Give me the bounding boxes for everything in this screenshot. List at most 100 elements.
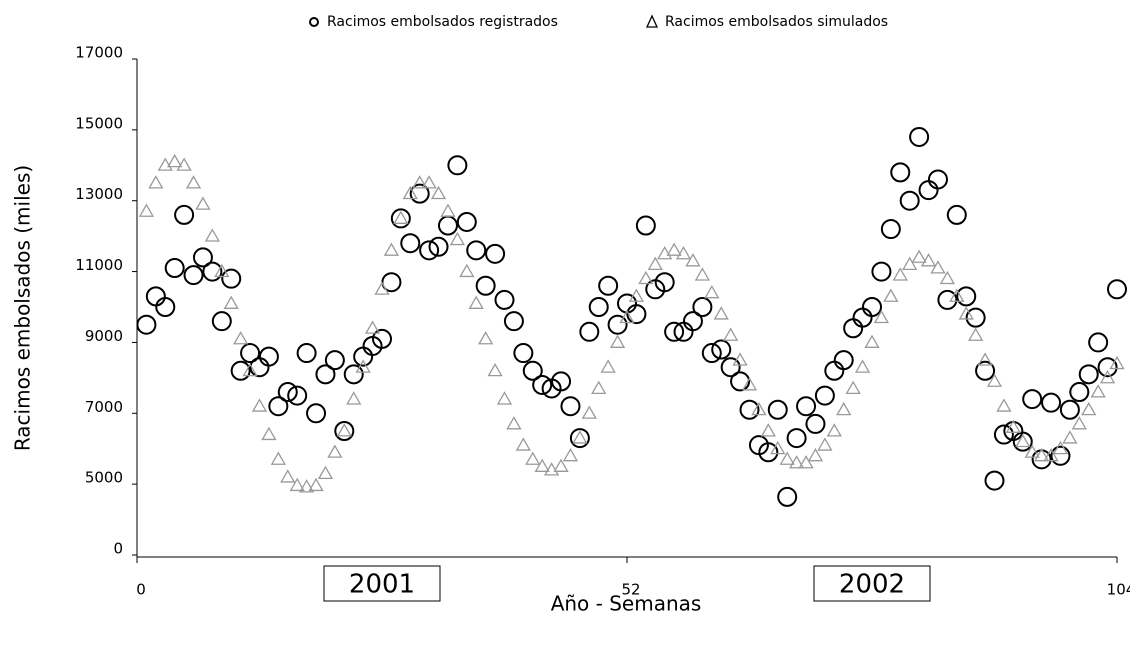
x-axis-label: Año - Semanas — [551, 592, 702, 616]
circle-point — [503, 311, 524, 332]
triangle-point — [694, 267, 711, 281]
triangle-point — [949, 288, 965, 302]
triangle-point — [449, 231, 466, 246]
circle-point — [1012, 431, 1033, 452]
triangle-point — [836, 401, 852, 416]
triangle-point — [666, 242, 682, 256]
x-tick-label: 104 — [1107, 581, 1130, 599]
circle-point — [447, 155, 468, 176]
triangle-point — [534, 458, 550, 472]
triangle-point — [525, 451, 541, 465]
triangle-point — [591, 380, 607, 395]
triangle-point — [883, 288, 899, 302]
triangle-point — [826, 423, 842, 437]
circle-point — [513, 343, 534, 364]
y-tick-label: 13000 — [75, 185, 123, 203]
triangle-point — [157, 157, 173, 171]
circle-point — [1059, 399, 1080, 420]
triangle-point — [487, 362, 503, 377]
circle-point — [240, 343, 261, 364]
triangle-point — [996, 398, 1012, 412]
y-tick-label: 0 — [113, 540, 123, 558]
triangle-point — [741, 377, 758, 391]
y-tick-label: 17000 — [75, 44, 123, 62]
triangle-point — [1071, 416, 1087, 430]
circle-point — [306, 403, 327, 424]
circle-point — [682, 311, 703, 332]
triangle-point — [657, 246, 673, 260]
triangle-point — [968, 327, 984, 341]
triangle-point — [581, 405, 597, 419]
triangle-point — [986, 373, 1003, 387]
triangle-point — [1024, 444, 1040, 458]
triangle-point — [751, 401, 767, 416]
circle-point — [494, 289, 515, 310]
circle-point — [343, 364, 364, 385]
circle-point — [381, 272, 402, 293]
x-tick-label: 0 — [136, 581, 146, 599]
triangle-point — [138, 203, 155, 217]
circle-point — [956, 286, 977, 307]
triangle-point — [619, 309, 635, 324]
circle-point — [984, 470, 1005, 491]
triangle-point — [298, 479, 315, 493]
circle-point — [1088, 332, 1109, 353]
triangle-point — [572, 430, 588, 444]
circle-point — [268, 396, 289, 417]
y-tick-label: 9000 — [85, 327, 123, 345]
triangle-point — [939, 270, 956, 285]
circle-point — [626, 304, 647, 325]
triangle-point — [195, 196, 211, 210]
triangle-point — [958, 306, 974, 320]
circle-point — [1041, 392, 1062, 413]
circle-point — [409, 183, 430, 204]
triangle-point — [327, 444, 343, 458]
triangle-point — [1081, 401, 1097, 416]
circle-point — [1069, 382, 1090, 403]
triangle-point — [873, 309, 890, 324]
triangle-point — [628, 288, 645, 302]
circle-point — [155, 297, 176, 317]
x-tick-label: 52 — [621, 581, 640, 599]
triangle-point — [346, 391, 362, 405]
triangle-point — [308, 477, 324, 492]
circle-point — [796, 396, 817, 417]
triangle-point — [1033, 447, 1050, 462]
y-axis-label: Racimos embolsados (miles) — [11, 165, 35, 451]
triangle-point — [845, 380, 861, 395]
circle-point — [607, 314, 628, 335]
circle-point — [372, 328, 392, 349]
annotation-box — [323, 565, 441, 602]
circle-point — [927, 169, 948, 190]
circle-point — [730, 371, 751, 392]
circle-point — [390, 208, 411, 229]
circle-point — [164, 258, 185, 279]
circle-point — [701, 343, 722, 364]
triangle-point — [167, 153, 183, 168]
circle-point — [211, 311, 232, 332]
triangle-point — [1052, 440, 1069, 455]
triangle-point — [515, 437, 531, 451]
circle-point — [485, 243, 506, 264]
triangle-point — [930, 260, 946, 274]
circle-point — [890, 162, 911, 183]
triangle-point — [233, 331, 249, 345]
circle-point — [899, 190, 920, 211]
triangle-point — [251, 398, 268, 412]
circle-point — [532, 374, 553, 395]
circle-point — [598, 275, 619, 296]
circle-point — [880, 219, 901, 240]
circle-point — [805, 413, 826, 434]
triangle-point — [261, 426, 277, 441]
triangle-point — [638, 270, 654, 285]
triangle-point — [317, 465, 334, 480]
triangle-point — [214, 263, 230, 278]
circle-point — [258, 346, 279, 367]
triangle-point — [270, 451, 286, 465]
triangle-point — [374, 281, 390, 295]
y-tick-label: 11000 — [75, 256, 123, 274]
triangle-point — [223, 295, 239, 309]
triangle-point — [289, 477, 305, 492]
y-tick-label: 7000 — [85, 398, 123, 416]
